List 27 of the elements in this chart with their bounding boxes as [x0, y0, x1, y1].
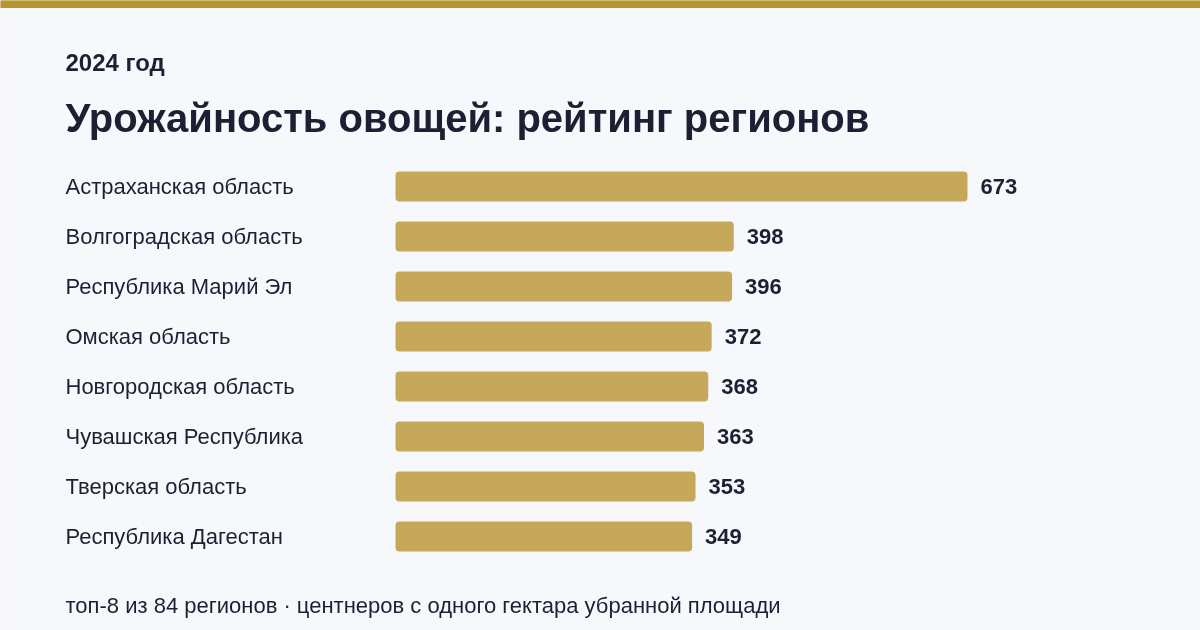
- data-label: 398: [746, 224, 784, 249]
- data-label: 363: [717, 424, 754, 449]
- y-tick-label: Тверская область: [65, 474, 247, 499]
- text: топ-8 из 84 регионов · центнеров с одного гектара убранной площади: [65, 593, 781, 618]
- data-label: 372: [724, 324, 762, 349]
- bar: [395, 271, 733, 302]
- bar: [395, 421, 705, 452]
- data-label: 396: [745, 274, 782, 299]
- bar: [395, 521, 693, 552]
- bar: [395, 321, 712, 352]
- data-label: 353: [708, 474, 746, 499]
- bar: [395, 371, 709, 402]
- y-tick-label: Астраханская область: [65, 174, 294, 199]
- bar: [395, 471, 696, 502]
- y-tick-label: Чувашская Республика: [65, 424, 304, 449]
- y-tick-label: Республика Дагестан: [65, 524, 283, 549]
- y-tick-label: Новгородская область: [65, 374, 295, 399]
- y-tick-label: Республика Марий Эл: [65, 274, 293, 299]
- y-tick-label: Волгоградская область: [65, 224, 303, 249]
- bar: [395, 171, 968, 202]
- bar: [395, 221, 734, 252]
- data-label: 349: [705, 524, 742, 549]
- y-tick-label: Омская область: [65, 324, 231, 349]
- data-label: 673: [980, 174, 1018, 199]
- chart-title: Урожайность овощей: рейтинг регионов: [65, 95, 870, 140]
- data-label: 368: [721, 374, 758, 399]
- text: 2024 год: [65, 49, 165, 76]
